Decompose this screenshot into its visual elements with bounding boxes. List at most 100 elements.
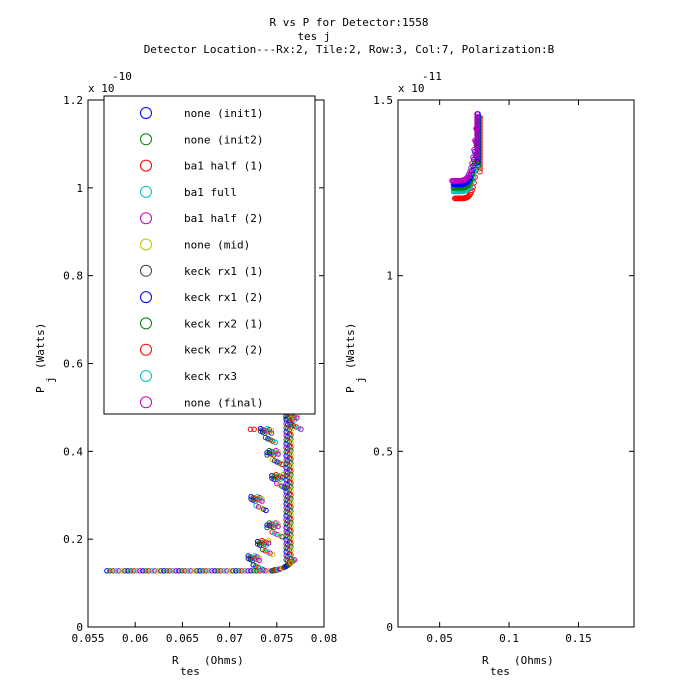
data-point xyxy=(203,568,209,574)
data-point xyxy=(474,153,481,159)
data-point xyxy=(245,568,251,574)
data-point xyxy=(474,150,481,156)
data-point xyxy=(227,568,233,574)
data-point xyxy=(477,168,483,175)
data-point xyxy=(224,568,230,574)
legend: none (init1) none (init2) ba1 half (1) ba1 … xyxy=(103,95,316,415)
y-tick-label: 0.5 xyxy=(373,445,393,458)
data-point xyxy=(206,568,212,574)
data-point xyxy=(221,568,227,574)
x-tick-label: 0.05 xyxy=(426,632,453,645)
data-point xyxy=(260,567,266,573)
left-x-label-sub: tes xyxy=(180,665,200,678)
data-point xyxy=(236,568,242,574)
legend-label: none (mid) xyxy=(184,239,250,252)
data-point xyxy=(474,132,481,138)
data-point xyxy=(251,568,257,574)
data-point xyxy=(474,129,481,135)
data-point xyxy=(194,568,200,574)
data-point xyxy=(474,138,481,144)
data-point xyxy=(200,568,206,574)
right-plot-ticks: 0.05 0.1 0.15 0 0.5 1 1.5 xyxy=(373,94,634,645)
data-point xyxy=(280,471,286,478)
x-tick-label: 0.08 xyxy=(311,632,338,645)
right-x-label-main: R xyxy=(482,654,489,667)
legend-label: ba1 half (1) xyxy=(184,160,263,173)
right-y-label-sub: j xyxy=(354,376,367,383)
left-y-label-main: P xyxy=(34,386,47,393)
legend-marker xyxy=(140,317,152,330)
data-point xyxy=(256,557,262,564)
legend-marker xyxy=(140,238,152,251)
right-plot-data xyxy=(449,111,483,202)
legend-marker xyxy=(140,370,152,382)
y-tick-label: 0.6 xyxy=(63,358,83,371)
data-point xyxy=(113,568,119,574)
data-point xyxy=(466,171,473,178)
legend-label: keck rx2 (2) xyxy=(184,344,263,357)
title-line2: Detector Location---Rx:2, Tile:2, Row:3,… xyxy=(144,43,555,56)
left-y-label: P j (Watts) xyxy=(34,323,57,393)
data-point xyxy=(122,568,128,574)
data-point xyxy=(161,568,167,574)
data-point xyxy=(167,568,173,574)
data-point xyxy=(152,568,158,574)
x-tick-label: 0.075 xyxy=(260,632,293,645)
data-point xyxy=(212,568,218,574)
right-plot: 0.05 0.1 0.15 0 0.5 1 1.5 x 10 -11 P j (Watts)… xyxy=(344,70,635,678)
legend-label: none (init2) xyxy=(184,133,263,146)
y-tick-label: 0.4 xyxy=(63,445,83,458)
data-point xyxy=(239,568,245,574)
legend-label: none (init1) xyxy=(184,107,263,120)
data-point xyxy=(280,474,286,480)
data-point xyxy=(137,568,143,574)
data-point xyxy=(298,426,304,432)
data-point xyxy=(474,141,481,147)
data-point xyxy=(173,568,179,574)
legend-frame xyxy=(103,95,316,415)
legend-marker xyxy=(140,185,152,198)
right-plot-frame xyxy=(397,99,635,628)
data-point xyxy=(474,114,481,120)
data-point xyxy=(247,426,254,433)
y-tick-label: 1.5 xyxy=(373,94,393,107)
data-point xyxy=(474,126,481,132)
legend-marker xyxy=(140,264,152,277)
data-point xyxy=(185,568,191,574)
data-point xyxy=(116,568,122,574)
data-point xyxy=(467,168,474,175)
data-point xyxy=(128,568,134,574)
data-point xyxy=(474,135,481,141)
legend-marker xyxy=(140,159,152,172)
legend-marker xyxy=(140,107,152,119)
data-point xyxy=(164,568,170,574)
data-point xyxy=(474,123,481,129)
right-x-label-unit: (Ohms) xyxy=(514,654,554,667)
right-y-multiplier: x 10 xyxy=(398,82,425,95)
data-point xyxy=(474,117,481,123)
x-tick-label: 0.065 xyxy=(166,632,199,645)
data-point xyxy=(170,568,176,574)
x-tick-label: 0.07 xyxy=(216,632,243,645)
legend-label: none (final) xyxy=(184,396,263,409)
data-point xyxy=(131,568,137,574)
data-point xyxy=(475,162,482,169)
y-tick-label: 0 xyxy=(76,621,83,634)
y-tick-label: 1.2 xyxy=(63,94,83,107)
data-point xyxy=(215,568,221,574)
legend-marker xyxy=(140,212,152,225)
data-point xyxy=(474,147,481,153)
legend-marker xyxy=(140,133,152,146)
x-tick-label: 0.1 xyxy=(499,632,519,645)
y-tick-label: 1 xyxy=(76,182,83,195)
data-point xyxy=(275,523,281,530)
data-point xyxy=(474,111,481,117)
data-point xyxy=(474,144,481,150)
y-tick-label: 0 xyxy=(386,621,393,634)
y-tick-label: 1 xyxy=(386,270,393,283)
data-point xyxy=(104,568,110,574)
data-point xyxy=(149,568,155,574)
legend-marker xyxy=(140,343,152,356)
title-line1: R vs P for Detector:1558 xyxy=(270,16,429,29)
